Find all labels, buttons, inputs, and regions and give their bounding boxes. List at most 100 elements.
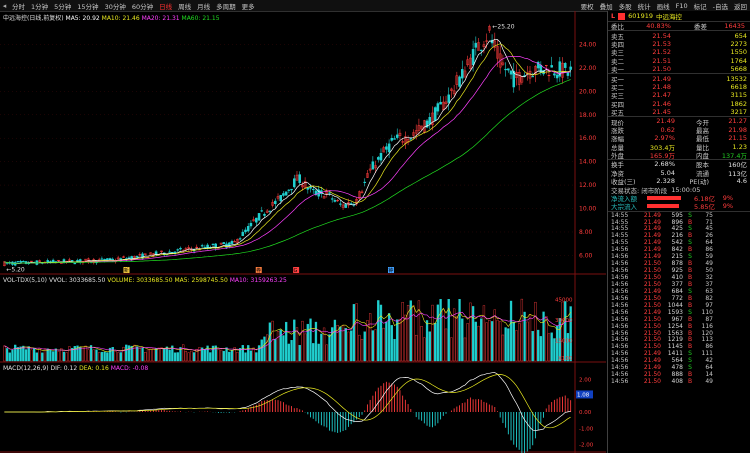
candle-body (211, 243, 215, 245)
ma-legend-item: MA5: 20.92 (65, 15, 100, 22)
volume-bar (501, 334, 505, 362)
stat-value: 0.62 (660, 125, 675, 134)
volume-bar (531, 331, 534, 362)
period-tab[interactable]: 15分钟 (77, 2, 99, 11)
volume-bar (420, 326, 423, 362)
tick-volume: 878 (671, 260, 683, 268)
price-axis-label: 20.00 (579, 88, 596, 95)
tick-row: 14:56 21.50 410 B 32 (608, 274, 750, 281)
candle-body (471, 49, 475, 65)
period-tab[interactable]: 更多 (241, 2, 255, 11)
candle-body (536, 61, 540, 69)
tick-time: 14:56 (611, 287, 629, 295)
sells-row[interactable]: 卖一 21.50 5668 (608, 65, 750, 74)
tick-count: 71 (705, 218, 713, 226)
period-tab[interactable]: 日线 (159, 2, 173, 11)
volume-bar (219, 349, 223, 362)
toolbar-action[interactable]: 统计 (637, 2, 651, 11)
event-marker[interactable] (293, 267, 300, 273)
tick-time: 14:56 (611, 329, 629, 337)
volume-bar (198, 347, 201, 362)
buys-row[interactable]: 买五 21.45 3217 (608, 108, 750, 117)
candle-body (76, 259, 79, 262)
tick-count: 64 (705, 239, 713, 247)
buys-row[interactable]: 买四 21.46 1862 (608, 100, 750, 109)
period-tab[interactable]: 5分钟 (54, 2, 72, 11)
volume-bar (217, 348, 220, 362)
volume-bar (480, 318, 483, 362)
toolbar-action[interactable]: 标记 (693, 2, 707, 11)
flow-pct: 9% (722, 202, 733, 211)
tick-volume: 425 (671, 225, 683, 233)
tick-side: S (688, 308, 692, 316)
tick-row: 14:56 21.50 888 B 14 (608, 371, 750, 378)
period-tab[interactable]: 分时 (12, 2, 25, 11)
tick-row: 14:56 21.50 1145 B 86 (608, 343, 750, 350)
event-marker[interactable] (123, 267, 130, 273)
stat-value: 21.49 (656, 117, 675, 126)
candle-body (100, 258, 104, 260)
candle-body (436, 103, 440, 112)
volume-bar (203, 349, 207, 362)
volume-bar (19, 346, 22, 362)
period-tab[interactable]: 60分钟 (131, 2, 154, 11)
volume-unit-label: X100 (558, 356, 573, 362)
volume-bar (214, 345, 217, 362)
toolbar-action[interactable]: 要权 (580, 2, 594, 11)
sells-row[interactable]: 卖三 21.52 1550 (608, 48, 750, 57)
candle-body (490, 39, 494, 44)
period-tab[interactable]: 1分钟 (31, 2, 49, 11)
tick-price: 21.49 (643, 218, 661, 226)
candle-body (244, 229, 247, 233)
flow-bar (647, 196, 687, 200)
macd-axis-label: -1.00 (579, 426, 594, 432)
high-price-marker: ←25.20 (492, 24, 514, 31)
kline-chart-canvas[interactable]: 24.00 22.00 20.00 18.00 16.00 14.00 12.00 10.00… (0, 11, 606, 453)
candle-body (246, 226, 250, 232)
buys-row[interactable]: 买二 21.48 6618 (608, 83, 750, 92)
period-tab[interactable]: 30分钟 (104, 2, 126, 11)
volume-bar (547, 333, 551, 362)
buys-row[interactable]: 买三 21.47 3115 (608, 91, 750, 100)
tick-side: B (687, 343, 693, 351)
chart-pane[interactable]: 24.00 22.00 20.00 18.00 16.00 14.00 12.00 10.00… (0, 11, 606, 453)
tick-price: 21.50 (643, 260, 661, 268)
event-marker[interactable] (255, 267, 262, 273)
volume-bar (385, 321, 388, 362)
buys-row[interactable]: 买一 21.49 13532 (608, 74, 750, 84)
price-axis-label: 12.00 (579, 182, 596, 189)
toolbar-action[interactable]: 叠加 (599, 2, 613, 11)
period-tab[interactable]: 月线 (197, 2, 211, 11)
period-tab[interactable]: 多周期 (216, 2, 236, 11)
candle-body (450, 88, 453, 91)
buys-volume: 3217 (730, 108, 747, 117)
sells-row[interactable]: 卖二 21.51 1764 (608, 57, 750, 66)
toolbar-action[interactable]: 画线 (656, 2, 670, 11)
volume-bar (225, 347, 228, 362)
toolbar-action[interactable]: -自选 (712, 2, 728, 11)
volume-bar (201, 347, 204, 362)
sells-row[interactable]: 卖五 21.54 654 (608, 31, 750, 41)
app-menu-icon[interactable]: ◂ (2, 1, 7, 10)
stat-label: 最低 (696, 135, 709, 144)
volume-bar (122, 346, 125, 362)
candle-body (517, 72, 521, 85)
volume-bar (482, 305, 486, 362)
toolbar-action[interactable]: 多股 (618, 2, 632, 11)
event-marker[interactable] (388, 267, 394, 273)
volume-bar (341, 325, 345, 362)
volume-bar (322, 327, 326, 362)
macd-dea: DEA: 0.16 (79, 365, 109, 372)
sells-row[interactable]: 卖四 21.53 2273 (608, 40, 750, 49)
toolbar-action[interactable]: 返回 (734, 2, 747, 11)
tick-side: B (687, 274, 693, 281)
candle-body (360, 191, 364, 193)
macd-histogram (36, 381, 572, 453)
period-tab[interactable]: 周线 (178, 2, 192, 11)
candle-body (544, 65, 548, 67)
tick-count: 87 (705, 315, 713, 323)
candle-body (200, 245, 204, 247)
tick-price: 21.49 (643, 246, 661, 254)
toolbar-action[interactable]: F10 (675, 1, 688, 10)
volume-bar (252, 347, 255, 362)
